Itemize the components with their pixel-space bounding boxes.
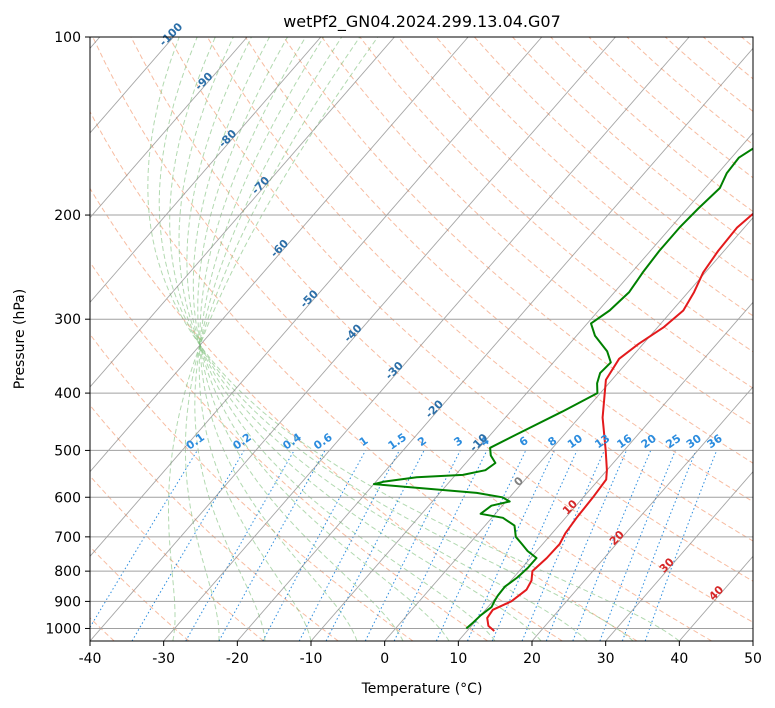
x-tick-label: -40 [79,651,102,667]
dry-adiabat-line [244,37,753,503]
moist-adiabat-line [199,37,358,641]
y-tick-label: 700 [54,530,81,546]
x-tick-label: 10 [449,651,467,667]
dry-adiabat-line [90,404,339,641]
moist-adiabat-line [147,37,680,641]
moist-adiabat-line [168,37,379,641]
y-axis-title: Pressure (hPa) [12,289,28,389]
dry-adiabat-line [90,187,563,641]
isotherm-line [163,37,690,641]
y-tick-label: 500 [54,443,81,459]
x-tick-label: -10 [300,651,323,667]
axis-ticks: -40 -30 -20 -10 0 10 20 30 40 50 100 200 300 400 500 60… [45,30,762,667]
mixing-ratio-line [644,450,718,641]
y-tick-label: 400 [54,386,81,402]
y-tick-label: 1000 [45,621,81,637]
pressure-gridlines [90,37,753,629]
temperature-line [486,212,753,632]
moist-adiabat-line [158,37,634,641]
mixing-ratio-line [572,450,652,641]
isotherm-line [90,37,322,303]
x-tick-label: -20 [226,651,249,667]
mixing-ratio-line [621,450,697,641]
dry-adiabat-line [92,37,712,641]
y-tick-label: 900 [54,594,81,610]
mixing-ratio-line [185,450,295,641]
y-tick-label: 300 [54,312,81,328]
x-tick-label: 0 [380,651,389,667]
isotherm-line [457,301,753,641]
x-tick-label: 20 [523,651,541,667]
mixing-ratio-line [218,450,326,641]
isotherm-line [90,37,248,219]
plot-frame [89,36,754,642]
x-tick-label: 50 [744,651,762,667]
dewpoint-line [372,147,753,630]
isotherm-line [90,37,395,388]
moist-adiabat-line [178,37,542,641]
isotherm-line [531,386,753,641]
dry-adiabat-line [321,37,753,426]
dry-adiabat-line [168,37,753,582]
y-tick-label: 800 [54,564,81,580]
moist-adiabat-line [184,37,361,641]
background-lines [90,37,753,641]
mixing-ratio-line [90,450,198,629]
isotherm-line [90,37,469,473]
x-tick-label: 30 [597,651,615,667]
dry-adiabat-line [359,37,753,389]
mixing-ratio-line [467,450,555,641]
mixing-ratio-line [521,450,605,641]
dry-adiabat-line [90,261,488,641]
isotherm-line [605,470,753,641]
y-tick-label: 100 [54,30,81,46]
mixing-ratio-line [545,450,627,641]
moist-adiabat-line [194,37,343,641]
x-tick-label: -30 [152,651,175,667]
sounding-traces [372,147,753,632]
dry-adiabat-line [435,37,753,317]
moist-adiabat-line [197,37,404,641]
mixing-ratio-line [262,450,367,641]
y-tick-label: 600 [54,490,81,506]
chart-title: wetPf2_GN04.2024.299.13.04.G07 [283,12,561,32]
isotherm-line [90,37,543,558]
x-tick-label: 40 [670,651,688,667]
mixing-ratio-line [364,450,461,641]
dry-adiabat-line [130,37,753,623]
x-axis-title: Temperature (°C) [361,681,483,697]
y-tick-label: 200 [54,208,81,224]
isotherm-line [236,47,753,641]
mixing-ratio-line [599,450,676,641]
moist-adiabat-line [169,37,588,641]
isotherm-line [90,37,616,641]
moist-adiabat-line [192,37,450,641]
isotherm-line [310,132,753,641]
